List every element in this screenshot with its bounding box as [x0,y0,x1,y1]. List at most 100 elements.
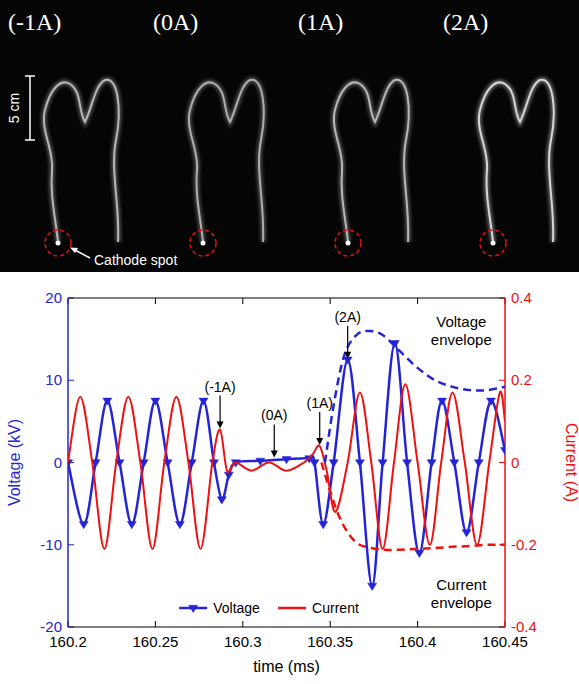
chart: 160.2160.25160.3160.35160.4160.45-20-100… [6,289,579,675]
frame-label: (-1A) [8,9,61,35]
marker [438,398,447,405]
annotation-line: Current [436,576,487,593]
y-axis-title: Voltage (kV) [6,419,23,506]
cathode-spot [56,241,61,246]
annotation-arrowhead [344,352,351,359]
annotation-line: Voltage [436,313,486,330]
annotation-label: (-1A) [205,379,236,395]
cathode-spot [346,241,351,246]
marker [415,550,424,557]
photo-background [0,0,579,272]
y2-axis-title: Current (A) [563,423,579,502]
frame-top [68,298,505,299]
marker [79,521,88,528]
marker [487,398,496,405]
marker [368,583,377,590]
annotation-label: (0A) [261,407,287,423]
marker [175,521,184,528]
envelope-line [321,463,505,550]
annotation-arrow [274,424,275,451]
frame-label: (2A) [443,9,488,35]
marker [501,447,506,454]
annotation-label: (1A) [306,395,332,411]
frame-label: (1A) [298,9,343,35]
arc-core [334,80,409,242]
x-tick-label: 160.45 [482,633,528,650]
photo-frame [44,80,119,256]
x-tick-label: 160.35 [307,633,353,650]
y-tick [68,544,74,545]
annotation-arrowhead [217,422,224,429]
x-tick-top [330,298,331,304]
y2-tick-label: 0.2 [511,371,532,388]
x-tick-label: 160.4 [399,633,437,650]
plot-background [68,298,505,627]
x-tick [242,621,243,627]
data-area [68,331,505,590]
marker [403,460,412,467]
marker [329,460,338,467]
y-tick-label: 20 [45,289,62,306]
figure: (-1A)(0A)(1A)(2A)5 cmCathode spot160.216… [0,0,579,684]
x-tick [330,621,331,627]
scale-bar-label: 5 cm [6,93,22,123]
annotations: (-1A)(0A)(1A)(2A)VoltageenvelopeCurrente… [205,309,492,611]
arc-glow [189,80,264,242]
scale-bar-cap [25,75,35,77]
annotation-arrow [347,326,348,353]
x-tick-label: 160.25 [132,633,178,650]
marker [310,460,319,467]
marker [378,460,387,467]
annotation-arrowhead [316,438,323,445]
scale-bar-cap [25,139,35,141]
marker [217,497,226,504]
arc-glow [334,80,409,242]
marker [151,398,160,405]
x-tick-label: 160.2 [49,633,87,650]
photo-frame [189,80,264,256]
y2-tick-label: -0.4 [511,618,537,635]
arc-core [189,80,264,242]
frame-bottom [68,627,505,628]
arc-core [44,80,119,242]
marker [199,398,208,405]
y-tick-label: 0 [54,454,62,471]
y2-tick-label: 0.4 [511,289,532,306]
cathode-spot [201,241,206,246]
spot-circle [335,230,361,256]
marker [282,457,291,464]
annotation-arrow [219,396,220,423]
legend-item: Current [278,600,359,616]
marker [462,530,471,537]
arc-glow [479,80,554,242]
y2-tick [499,380,505,381]
marker [103,398,112,405]
legend-label: Current [312,600,359,616]
cathode-spot [491,241,496,246]
photo-frame [479,80,554,256]
frame-label: (0A) [153,9,198,35]
annotation-arrow [319,412,320,439]
legend: Voltage Current [179,600,359,616]
marker [450,460,459,467]
annotation-label: Currentenvelope [431,576,492,611]
series-line [68,343,505,586]
x-tick [417,621,418,627]
spot-circle [190,230,216,256]
annotation-label: Voltageenvelope [431,313,492,348]
scale-bar [29,76,31,140]
arc-glow [44,80,119,242]
legend-item: Voltage [179,600,260,616]
legend-line [278,607,306,610]
frame-right [504,298,506,627]
spot-circle [45,230,71,256]
spot-circle [480,230,506,256]
annotation-line: envelope [431,331,492,348]
x-tick [155,621,156,627]
x-axis-title: time (ms) [253,658,320,675]
y2-tick-label: -0.2 [511,536,537,553]
photo-frame [334,80,409,256]
marker [189,605,198,612]
photo-panel: (-1A)(0A)(1A)(2A)5 cmCathode spot [0,0,579,272]
x-tick-label: 160.3 [224,633,262,650]
